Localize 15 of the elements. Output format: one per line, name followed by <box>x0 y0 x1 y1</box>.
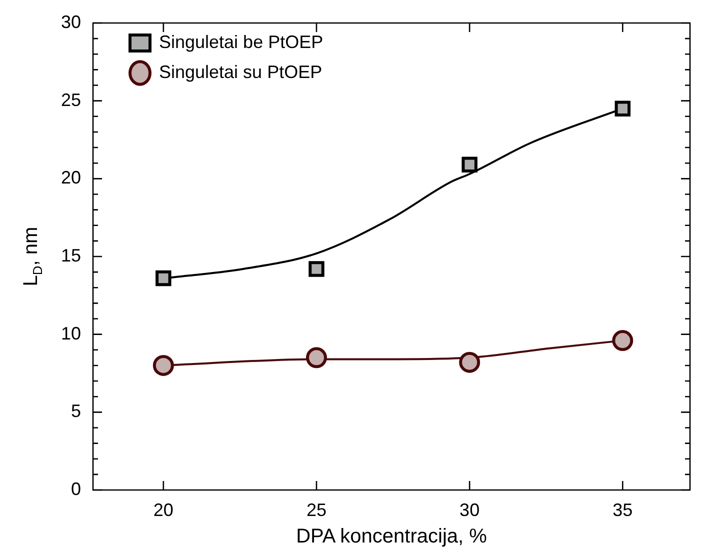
x-tick-label: 35 <box>612 500 633 520</box>
x-tick-label: 30 <box>460 500 480 520</box>
y-tick-label: 15 <box>60 245 81 266</box>
x-tick-label: 25 <box>306 500 327 520</box>
legend-label: Singuletai be PtOEP <box>159 32 324 52</box>
y-tick-label: 5 <box>70 401 81 422</box>
y-tick-label: 10 <box>60 323 81 344</box>
y-tick-label: 30 <box>60 12 81 32</box>
x-axis-title: DPA koncentracija, % <box>296 526 488 548</box>
y-axis-title: LD, nm <box>20 226 45 286</box>
legend-label: Singuletai su PtOEP <box>159 62 322 82</box>
y-tick-label: 25 <box>60 90 81 110</box>
x-tick-label: 20 <box>153 500 174 520</box>
y-tick-label: 0 <box>70 478 81 499</box>
y-tick-label: 20 <box>60 168 81 188</box>
